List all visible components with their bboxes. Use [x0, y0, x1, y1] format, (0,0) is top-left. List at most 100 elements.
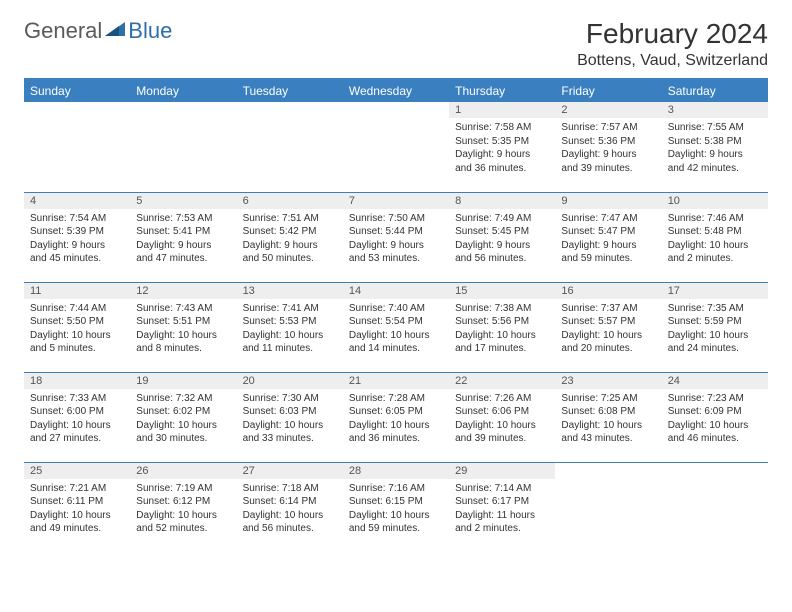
- day-body: Sunrise: 7:25 AMSunset: 6:08 PMDaylight:…: [555, 389, 661, 449]
- day-body: Sunrise: 7:35 AMSunset: 5:59 PMDaylight:…: [662, 299, 768, 359]
- calendar-row: 25Sunrise: 7:21 AMSunset: 6:11 PMDayligh…: [24, 462, 768, 552]
- day-body: Sunrise: 7:57 AMSunset: 5:36 PMDaylight:…: [555, 118, 661, 178]
- day-number: 26: [130, 463, 236, 479]
- calendar-day: 14Sunrise: 7:40 AMSunset: 5:54 PMDayligh…: [343, 282, 449, 372]
- day-body: Sunrise: 7:44 AMSunset: 5:50 PMDaylight:…: [24, 299, 130, 359]
- day-number: 29: [449, 463, 555, 479]
- day-body: Sunrise: 7:55 AMSunset: 5:38 PMDaylight:…: [662, 118, 768, 178]
- day-number: 9: [555, 193, 661, 209]
- day-number: 27: [237, 463, 343, 479]
- day-body: Sunrise: 7:19 AMSunset: 6:12 PMDaylight:…: [130, 479, 236, 539]
- calendar-day: 5Sunrise: 7:53 AMSunset: 5:41 PMDaylight…: [130, 192, 236, 282]
- logo-text-blue: Blue: [128, 18, 172, 44]
- calendar-empty: [343, 102, 449, 192]
- day-body: Sunrise: 7:50 AMSunset: 5:44 PMDaylight:…: [343, 209, 449, 269]
- calendar-day: 22Sunrise: 7:26 AMSunset: 6:06 PMDayligh…: [449, 372, 555, 462]
- calendar-day: 6Sunrise: 7:51 AMSunset: 5:42 PMDaylight…: [237, 192, 343, 282]
- day-number: 12: [130, 283, 236, 299]
- day-body: Sunrise: 7:46 AMSunset: 5:48 PMDaylight:…: [662, 209, 768, 269]
- day-number: 16: [555, 283, 661, 299]
- calendar-row: 11Sunrise: 7:44 AMSunset: 5:50 PMDayligh…: [24, 282, 768, 372]
- calendar-day: 26Sunrise: 7:19 AMSunset: 6:12 PMDayligh…: [130, 462, 236, 552]
- calendar-empty: [24, 102, 130, 192]
- day-body: Sunrise: 7:37 AMSunset: 5:57 PMDaylight:…: [555, 299, 661, 359]
- day-number: 10: [662, 193, 768, 209]
- calendar-day: 18Sunrise: 7:33 AMSunset: 6:00 PMDayligh…: [24, 372, 130, 462]
- day-number: 24: [662, 373, 768, 389]
- day-number: 20: [237, 373, 343, 389]
- day-number: 25: [24, 463, 130, 479]
- title-block: February 2024 Bottens, Vaud, Switzerland: [577, 18, 768, 70]
- calendar-day: 16Sunrise: 7:37 AMSunset: 5:57 PMDayligh…: [555, 282, 661, 372]
- day-body: Sunrise: 7:23 AMSunset: 6:09 PMDaylight:…: [662, 389, 768, 449]
- day-number: 7: [343, 193, 449, 209]
- day-body: Sunrise: 7:54 AMSunset: 5:39 PMDaylight:…: [24, 209, 130, 269]
- location: Bottens, Vaud, Switzerland: [577, 52, 768, 70]
- calendar-day: 10Sunrise: 7:46 AMSunset: 5:48 PMDayligh…: [662, 192, 768, 282]
- day-body: Sunrise: 7:14 AMSunset: 6:17 PMDaylight:…: [449, 479, 555, 539]
- day-number: 15: [449, 283, 555, 299]
- day-number: 1: [449, 102, 555, 118]
- day-body: Sunrise: 7:16 AMSunset: 6:15 PMDaylight:…: [343, 479, 449, 539]
- day-number: 3: [662, 102, 768, 118]
- day-body: Sunrise: 7:58 AMSunset: 5:35 PMDaylight:…: [449, 118, 555, 178]
- calendar-day: 8Sunrise: 7:49 AMSunset: 5:45 PMDaylight…: [449, 192, 555, 282]
- day-number: 19: [130, 373, 236, 389]
- logo-text-general: General: [24, 18, 102, 44]
- day-number: 18: [24, 373, 130, 389]
- calendar-empty: [662, 462, 768, 552]
- weekday-header: Friday: [555, 79, 661, 102]
- calendar-day: 21Sunrise: 7:28 AMSunset: 6:05 PMDayligh…: [343, 372, 449, 462]
- day-number: 23: [555, 373, 661, 389]
- day-body: Sunrise: 7:38 AMSunset: 5:56 PMDaylight:…: [449, 299, 555, 359]
- day-body: Sunrise: 7:40 AMSunset: 5:54 PMDaylight:…: [343, 299, 449, 359]
- triangle-icon: [105, 20, 125, 43]
- day-body: Sunrise: 7:28 AMSunset: 6:05 PMDaylight:…: [343, 389, 449, 449]
- calendar-row: 18Sunrise: 7:33 AMSunset: 6:00 PMDayligh…: [24, 372, 768, 462]
- day-body: Sunrise: 7:43 AMSunset: 5:51 PMDaylight:…: [130, 299, 236, 359]
- day-body: Sunrise: 7:53 AMSunset: 5:41 PMDaylight:…: [130, 209, 236, 269]
- weekday-header: Wednesday: [343, 79, 449, 102]
- weekday-header: Monday: [130, 79, 236, 102]
- calendar-day: 12Sunrise: 7:43 AMSunset: 5:51 PMDayligh…: [130, 282, 236, 372]
- weekday-header-row: SundayMondayTuesdayWednesdayThursdayFrid…: [24, 79, 768, 102]
- calendar-day: 15Sunrise: 7:38 AMSunset: 5:56 PMDayligh…: [449, 282, 555, 372]
- day-number: 13: [237, 283, 343, 299]
- day-number: 11: [24, 283, 130, 299]
- calendar-day: 11Sunrise: 7:44 AMSunset: 5:50 PMDayligh…: [24, 282, 130, 372]
- day-body: Sunrise: 7:49 AMSunset: 5:45 PMDaylight:…: [449, 209, 555, 269]
- calendar-empty: [555, 462, 661, 552]
- day-number: 5: [130, 193, 236, 209]
- weekday-header: Tuesday: [237, 79, 343, 102]
- day-body: Sunrise: 7:21 AMSunset: 6:11 PMDaylight:…: [24, 479, 130, 539]
- calendar-row: 4Sunrise: 7:54 AMSunset: 5:39 PMDaylight…: [24, 192, 768, 282]
- day-body: Sunrise: 7:26 AMSunset: 6:06 PMDaylight:…: [449, 389, 555, 449]
- logo: General Blue: [24, 18, 172, 44]
- day-body: Sunrise: 7:47 AMSunset: 5:47 PMDaylight:…: [555, 209, 661, 269]
- day-number: 8: [449, 193, 555, 209]
- weekday-header: Saturday: [662, 79, 768, 102]
- day-number: 4: [24, 193, 130, 209]
- day-number: 22: [449, 373, 555, 389]
- calendar-row: 1Sunrise: 7:58 AMSunset: 5:35 PMDaylight…: [24, 102, 768, 192]
- calendar-table: SundayMondayTuesdayWednesdayThursdayFrid…: [24, 78, 768, 552]
- calendar-empty: [237, 102, 343, 192]
- day-body: Sunrise: 7:41 AMSunset: 5:53 PMDaylight:…: [237, 299, 343, 359]
- calendar-day: 3Sunrise: 7:55 AMSunset: 5:38 PMDaylight…: [662, 102, 768, 192]
- day-number: 6: [237, 193, 343, 209]
- calendar-day: 20Sunrise: 7:30 AMSunset: 6:03 PMDayligh…: [237, 372, 343, 462]
- day-body: Sunrise: 7:33 AMSunset: 6:00 PMDaylight:…: [24, 389, 130, 449]
- calendar-day: 24Sunrise: 7:23 AMSunset: 6:09 PMDayligh…: [662, 372, 768, 462]
- day-body: Sunrise: 7:30 AMSunset: 6:03 PMDaylight:…: [237, 389, 343, 449]
- weekday-header: Thursday: [449, 79, 555, 102]
- calendar-day: 28Sunrise: 7:16 AMSunset: 6:15 PMDayligh…: [343, 462, 449, 552]
- calendar-day: 27Sunrise: 7:18 AMSunset: 6:14 PMDayligh…: [237, 462, 343, 552]
- calendar-day: 23Sunrise: 7:25 AMSunset: 6:08 PMDayligh…: [555, 372, 661, 462]
- calendar-day: 7Sunrise: 7:50 AMSunset: 5:44 PMDaylight…: [343, 192, 449, 282]
- day-body: Sunrise: 7:32 AMSunset: 6:02 PMDaylight:…: [130, 389, 236, 449]
- calendar-body: 1Sunrise: 7:58 AMSunset: 5:35 PMDaylight…: [24, 102, 768, 552]
- weekday-header: Sunday: [24, 79, 130, 102]
- calendar-day: 17Sunrise: 7:35 AMSunset: 5:59 PMDayligh…: [662, 282, 768, 372]
- page-title: February 2024: [577, 18, 768, 50]
- calendar-day: 2Sunrise: 7:57 AMSunset: 5:36 PMDaylight…: [555, 102, 661, 192]
